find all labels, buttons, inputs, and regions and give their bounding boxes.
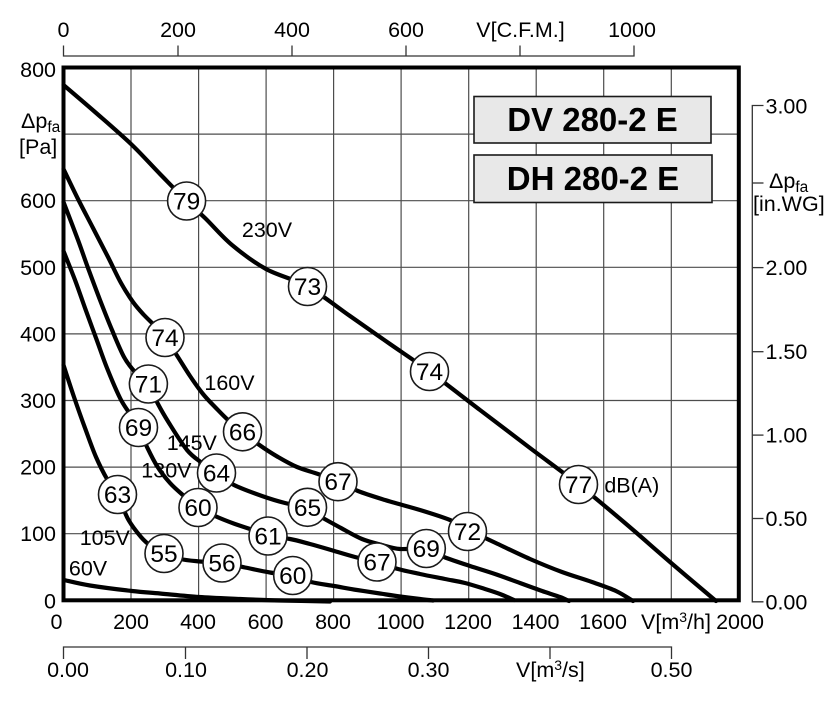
svg-text:160V: 160V [204,371,255,395]
svg-text:77: 77 [565,472,592,499]
svg-text:69: 69 [125,415,152,442]
svg-text:60: 60 [184,495,211,522]
svg-text:dB(A): dB(A) [604,474,659,498]
svg-text:DV 280-2 E: DV 280-2 E [507,101,678,138]
svg-text:400: 400 [274,18,310,42]
svg-text:DH 280-2 E: DH 280-2 E [507,160,679,197]
svg-text:600: 600 [20,189,56,213]
svg-text:0.30: 0.30 [408,658,450,682]
svg-text:79: 79 [173,189,200,216]
svg-text:1000: 1000 [608,18,656,42]
svg-text:2000: 2000 [716,610,764,634]
svg-text:66: 66 [229,419,256,446]
svg-text:200: 200 [20,456,56,480]
svg-text:61: 61 [254,524,281,551]
svg-text:0: 0 [51,610,63,634]
svg-text:0: 0 [44,589,56,613]
svg-text:60V: 60V [69,557,108,581]
svg-text:V[m3/s]: V[m3/s] [516,657,585,682]
svg-text:73: 73 [294,274,321,301]
svg-text:[Pa]: [Pa] [19,135,57,159]
svg-text:72: 72 [454,519,481,546]
svg-text:64: 64 [203,461,230,488]
svg-text:600: 600 [388,18,424,42]
svg-text:1.00: 1.00 [766,424,808,448]
svg-text:3.00: 3.00 [766,95,808,119]
svg-text:Δpfa: Δpfa [769,169,809,196]
svg-text:65: 65 [294,495,321,522]
svg-text:145V: 145V [167,431,218,455]
svg-text:56: 56 [208,551,235,578]
svg-text:0.00: 0.00 [47,658,89,682]
svg-text:400: 400 [180,610,216,634]
svg-text:105V: 105V [80,526,131,550]
svg-text:2.00: 2.00 [766,256,808,280]
svg-text:1.50: 1.50 [766,340,808,364]
svg-text:63: 63 [104,482,131,509]
svg-text:800: 800 [20,58,56,82]
svg-text:0.00: 0.00 [766,590,808,614]
svg-text:300: 300 [20,389,56,413]
svg-text:0.20: 0.20 [287,658,329,682]
svg-text:200: 200 [113,610,149,634]
svg-text:55: 55 [150,541,177,568]
svg-text:800: 800 [315,610,351,634]
svg-text:67: 67 [363,550,390,577]
svg-text:74: 74 [416,359,443,386]
svg-text:60: 60 [279,563,306,590]
svg-text:1400: 1400 [512,610,560,634]
svg-text:0: 0 [58,18,70,42]
svg-text:230V: 230V [242,218,293,242]
svg-text:500: 500 [20,256,56,280]
svg-text:1000: 1000 [377,610,425,634]
svg-text:V[m3/h]: V[m3/h] [641,609,711,634]
svg-text:V[C.F.M.]: V[C.F.M.] [476,18,564,42]
svg-text:1200: 1200 [444,610,492,634]
svg-text:0.10: 0.10 [165,658,207,682]
svg-text:0.50: 0.50 [766,507,808,531]
svg-text:71: 71 [135,372,162,399]
svg-text:200: 200 [160,18,196,42]
svg-text:74: 74 [151,325,178,352]
svg-text:67: 67 [324,469,351,496]
svg-text:1600: 1600 [579,610,627,634]
svg-text:100: 100 [20,522,56,546]
svg-text:69: 69 [413,536,440,563]
svg-text:130V: 130V [141,458,192,482]
svg-text:0.50: 0.50 [651,658,693,682]
svg-text:[in.WG]: [in.WG] [753,192,825,216]
svg-text:600: 600 [248,610,284,634]
svg-text:400: 400 [20,322,56,346]
